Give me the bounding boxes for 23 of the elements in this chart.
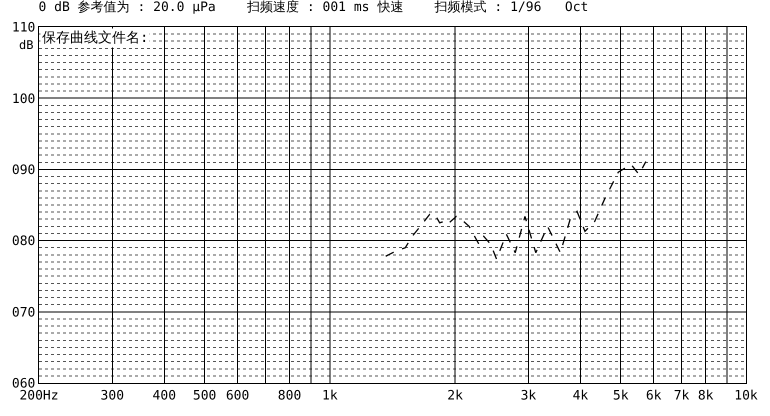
x-tick-label: 10k [734,388,758,404]
x-tick-label: 400 [152,388,176,404]
y-tick-label: 070 [12,305,36,320]
x-tick-label: 2k [447,388,464,404]
y-tick-label: 100 [12,92,36,107]
x-tick-label: 300 [100,388,124,404]
x-tick-label: 600 [226,388,250,404]
y-tick-label: 090 [12,162,36,178]
annotation: 保存曲线文件名: [42,30,148,46]
x-tick-label: 7k [674,388,690,404]
x-tick-label: 800 [278,388,302,404]
x-tick-label: 1k [322,388,338,404]
x-tick-label: 5k [612,388,629,404]
x-tick-label: 8k [698,388,714,404]
x-tick-label: 200Hz [19,388,59,404]
chart-title: 0 dB 参考值为 : 20.0 μPa 扫频速度 : 001 ms 快速 扫频模式 : 1/96 Oct [38,0,588,16]
y-tick-label: 080 [12,234,36,250]
y-tick-label: 110 [12,20,36,36]
y-axis-title: dB [19,38,34,52]
x-tick-label: 4k [572,388,588,404]
x-tick-label: 500 [192,388,216,404]
x-tick-label: 6k [646,388,662,404]
x-tick-label: 3k [520,388,536,404]
